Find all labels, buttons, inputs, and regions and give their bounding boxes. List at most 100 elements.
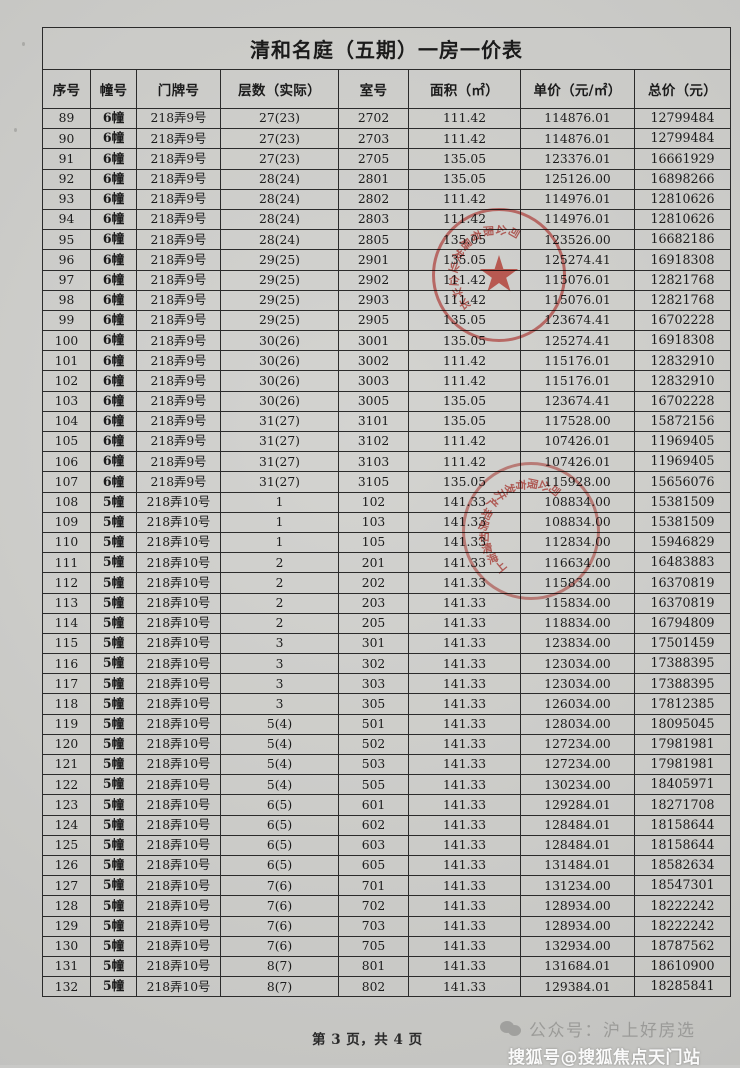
cell-building: 5幢 xyxy=(90,935,137,957)
cell-door: 218弄9号 xyxy=(136,107,221,130)
cell-index: 132 xyxy=(42,976,91,998)
cell-index: 131 xyxy=(42,955,91,978)
cell-index: 106 xyxy=(42,451,91,473)
cell-room: 102 xyxy=(338,491,409,513)
cell-floor: 2 xyxy=(220,552,339,574)
wechat-watermark-text: 公众号：沪上好房选 xyxy=(529,1021,696,1041)
cell-area: 141.33 xyxy=(408,875,521,897)
cell-unitprice: 107426.01 xyxy=(520,451,635,473)
cell-area: 141.33 xyxy=(408,774,521,796)
cell-door: 218弄10号 xyxy=(136,572,221,594)
cell-door: 218弄9号 xyxy=(136,370,221,392)
cell-index: 100 xyxy=(42,330,91,352)
cell-unitprice: 125126.00 xyxy=(520,168,635,190)
cell-total: 15381509 xyxy=(634,511,731,533)
price-sheet: 清和名庭（五期）一房一价表 序号 幢号 门牌号 层数（实际） 室号 面积（㎡） 单价（元/㎡… xyxy=(42,27,731,998)
cell-door: 218弄9号 xyxy=(136,208,221,231)
cell-door: 218弄10号 xyxy=(136,955,221,978)
cell-unitprice: 126034.00 xyxy=(520,693,635,715)
cell-unitprice: 132934.00 xyxy=(520,935,635,957)
cell-unitprice: 130234.00 xyxy=(520,774,635,796)
cell-floor: 30(26) xyxy=(220,330,339,352)
cell-building: 6幢 xyxy=(90,229,137,251)
cell-index: 126 xyxy=(42,854,91,877)
cell-total: 18582634 xyxy=(634,854,731,877)
cell-unitprice: 125274.41 xyxy=(520,330,635,352)
cell-area: 141.33 xyxy=(408,814,521,836)
table-row: 131 5幢 218弄10号 8(7) 801 141.33 131684.01 186109… xyxy=(42,955,731,978)
table-row: 126 5幢 218弄10号 6(5) 605 141.33 131484.01 185826… xyxy=(42,854,731,877)
cell-room: 201 xyxy=(338,552,409,574)
cell-building: 6幢 xyxy=(90,350,137,372)
cell-floor: 2 xyxy=(220,612,339,634)
cell-unitprice: 131684.01 xyxy=(520,955,635,978)
cell-door: 218弄10号 xyxy=(136,895,221,917)
table-row: 110 5幢 218弄10号 1 105 141.33 112834.00 15946829 xyxy=(42,531,731,554)
cell-floor: 29(25) xyxy=(220,309,339,332)
cell-door: 218弄10号 xyxy=(136,854,221,877)
cell-floor: 5(4) xyxy=(220,774,339,796)
cell-index: 125 xyxy=(42,834,91,856)
cell-total: 15656076 xyxy=(634,471,731,493)
cell-room: 2905 xyxy=(338,309,409,332)
cell-total: 18547301 xyxy=(634,875,731,897)
table-row: 104 6幢 218弄9号 31(27) 3101 135.05 117528.00 1587… xyxy=(42,410,731,433)
cell-floor: 31(27) xyxy=(220,471,339,493)
cell-door: 218弄10号 xyxy=(136,552,221,574)
table-row: 102 6幢 218弄9号 30(26) 3003 111.42 115176.01 1283… xyxy=(42,370,731,392)
cell-room: 2705 xyxy=(338,148,409,170)
cell-unitprice: 107426.01 xyxy=(520,430,635,453)
cell-unitprice: 128484.01 xyxy=(520,834,635,856)
cell-room: 702 xyxy=(338,895,409,917)
cell-room: 3002 xyxy=(338,350,409,372)
cell-door: 218弄10号 xyxy=(136,875,221,897)
table-row: 101 6幢 218弄9号 30(26) 3002 111.42 115176.01 1283… xyxy=(42,350,731,372)
cell-building: 6幢 xyxy=(90,430,137,453)
cell-index: 122 xyxy=(42,774,91,796)
cell-area: 111.42 xyxy=(408,269,521,291)
cell-index: 99 xyxy=(42,309,91,332)
table-row: 127 5幢 218弄10号 7(6) 701 141.33 131234.00 185473… xyxy=(42,875,731,897)
cell-room: 2702 xyxy=(338,107,409,130)
cell-total: 16370819 xyxy=(634,572,731,594)
cell-unitprice: 114976.01 xyxy=(520,208,635,231)
cell-building: 5幢 xyxy=(90,753,137,776)
cell-door: 218弄9号 xyxy=(136,330,221,352)
cell-unitprice: 114876.01 xyxy=(520,107,635,130)
cell-unitprice: 123376.01 xyxy=(520,148,635,170)
cell-index: 117 xyxy=(42,673,91,695)
cell-index: 90 xyxy=(42,128,91,150)
cell-floor: 27(23) xyxy=(220,148,339,170)
cell-room: 2801 xyxy=(338,168,409,190)
cell-total: 12832910 xyxy=(634,370,731,392)
table-row: 132 5幢 218弄10号 8(7) 802 141.33 129384.01 182858… xyxy=(42,976,731,998)
cell-room: 3101 xyxy=(338,410,409,433)
cell-area: 135.05 xyxy=(408,471,521,493)
cell-building: 6幢 xyxy=(90,128,137,150)
cell-building: 5幢 xyxy=(90,632,137,655)
cell-floor: 29(25) xyxy=(220,289,339,311)
cell-total: 11969405 xyxy=(634,430,731,453)
table-row: 121 5幢 218弄10号 5(4) 503 141.33 127234.00 179819… xyxy=(42,753,731,776)
table-row: 118 5幢 218弄10号 3 305 141.33 126034.00 17812385 xyxy=(42,693,731,715)
table-row: 108 5幢 218弄10号 1 102 141.33 108834.00 15381509 xyxy=(42,491,731,513)
cell-room: 105 xyxy=(338,531,409,554)
cell-door: 218弄9号 xyxy=(136,128,221,150)
cell-unitprice: 127234.00 xyxy=(520,753,635,776)
cell-floor: 6(5) xyxy=(220,854,339,877)
cell-building: 5幢 xyxy=(90,612,137,634)
cell-floor: 29(25) xyxy=(220,249,339,271)
cell-area: 141.33 xyxy=(408,794,521,816)
cell-door: 218弄10号 xyxy=(136,935,221,957)
cell-room: 501 xyxy=(338,713,409,735)
cell-door: 218弄10号 xyxy=(136,511,221,533)
cell-door: 218弄9号 xyxy=(136,188,221,210)
cell-area: 111.42 xyxy=(408,430,521,453)
wechat-icon xyxy=(500,1020,522,1038)
cell-room: 3105 xyxy=(338,471,409,493)
table-row: 115 5幢 218弄10号 3 301 141.33 123834.00 17501459 xyxy=(42,632,731,655)
cell-total: 18610900 xyxy=(634,955,731,978)
table-row: 130 5幢 218弄10号 7(6) 705 141.33 132934.00 187875… xyxy=(42,935,731,957)
cell-floor: 3 xyxy=(220,693,339,715)
cell-unitprice: 115176.01 xyxy=(520,350,635,372)
